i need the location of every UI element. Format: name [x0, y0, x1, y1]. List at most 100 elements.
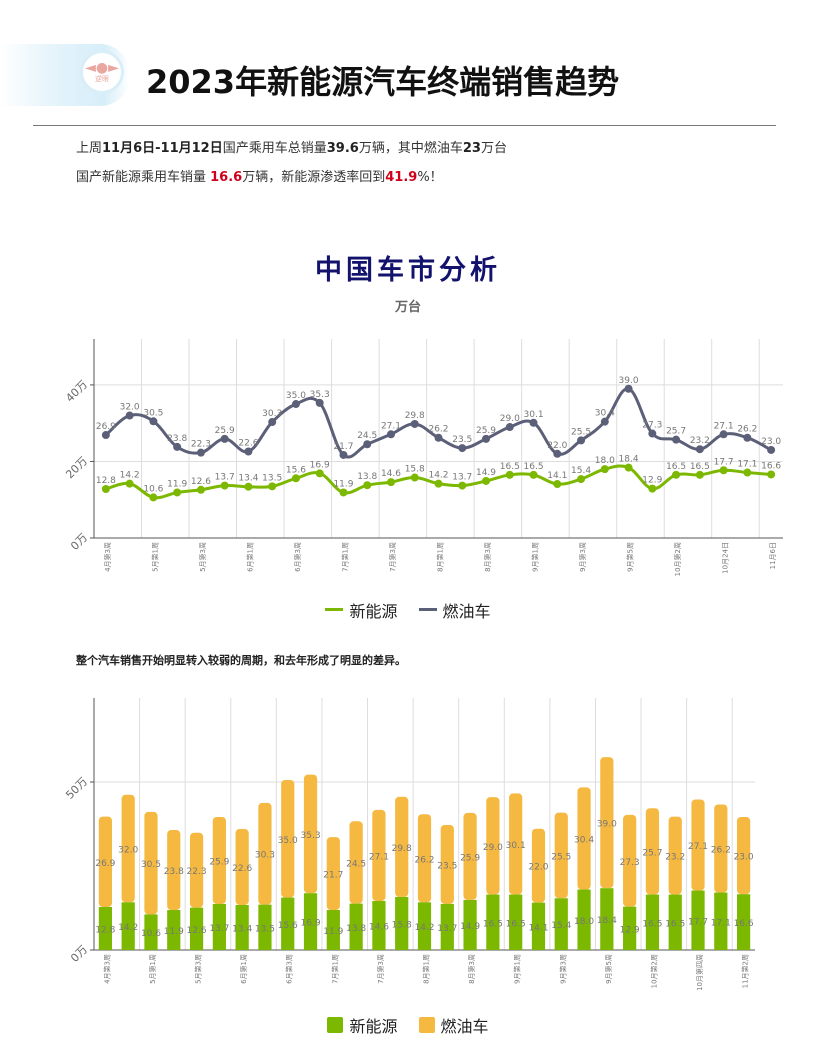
data-label-fuel: 29.0	[500, 414, 520, 424]
bar-segment-fuel	[121, 794, 135, 903]
bar-segment-ev	[303, 893, 318, 950]
legend-line-fuel	[418, 608, 437, 611]
chart-title: 中国车市分析	[315, 255, 501, 286]
legend-item-ev[interactable]: 新能源	[325, 598, 397, 622]
data-point-fuel	[101, 431, 110, 440]
x-tick-label: 10月24日	[722, 542, 730, 574]
bar-segment-fuel	[372, 809, 386, 901]
data-point-ev	[743, 468, 752, 477]
x-tick-label: 10月第四周	[695, 954, 704, 991]
data-point-ev	[719, 466, 728, 475]
x-tick-label: 8月第1周	[436, 542, 445, 572]
data-label-fuel: 35.3	[310, 390, 330, 400]
legend-item-ev-bar[interactable]: 新能源	[327, 1013, 397, 1037]
data-label-fuel: 39.0	[597, 820, 617, 830]
legend-item-fuel-bar[interactable]: 燃油车	[418, 1013, 489, 1037]
data-label-ev: 18.4	[597, 916, 617, 926]
data-label-ev: 15.4	[551, 921, 571, 931]
intro-fragment: 国产新能源乘用车销量	[76, 170, 211, 185]
data-point-fuel	[743, 433, 752, 442]
data-label-fuel: 24.5	[346, 859, 366, 869]
data-label-ev: 14.9	[476, 468, 496, 478]
bar-segment-fuel	[212, 816, 226, 904]
y-tick-label: 0万	[68, 943, 90, 965]
x-tick-label: 11月6日	[769, 542, 777, 569]
data-point-ev	[386, 478, 395, 487]
bar-segment-ev	[440, 903, 454, 950]
bar-segment-fuel	[691, 799, 705, 891]
data-label-ev: 14.1	[528, 923, 548, 933]
x-tick-label: 7月第3周	[388, 542, 397, 572]
data-point-ev	[577, 475, 586, 484]
data-label-ev: 13.7	[437, 924, 457, 934]
data-label-ev: 10.6	[143, 484, 163, 494]
data-label-ev: 16.5	[506, 919, 526, 929]
bar-segment-ev	[509, 894, 523, 950]
data-label-fuel: 35.3	[301, 831, 321, 841]
line-chart: 0万 20万 40万 4月第3周 5月第1周 5月第3周 6月第1周 6月第3周 7月第1周 7月…	[63, 339, 783, 576]
data-label-fuel: 39.0	[619, 376, 639, 386]
bar-segment-fuel	[235, 829, 249, 905]
bar-segment-fuel	[714, 804, 728, 893]
data-label-fuel: 27.3	[620, 858, 640, 868]
data-label-ev: 14.1	[547, 471, 567, 481]
data-label-ev: 17.7	[688, 917, 708, 927]
data-label-fuel: 26.2	[737, 425, 757, 435]
data-point-fuel	[505, 423, 514, 432]
data-label-ev: 14.2	[428, 471, 448, 481]
data-label-fuel: 26.2	[414, 855, 434, 865]
bar-segment-fuel	[144, 811, 158, 915]
x-tick-label: 5月第3周	[194, 954, 203, 984]
bar-segment-ev	[531, 902, 546, 950]
legend-label-ev-bar: 新能源	[349, 1017, 398, 1036]
data-label-ev: 12.8	[96, 476, 116, 486]
data-label-fuel: 32.0	[120, 403, 140, 413]
data-point-ev	[553, 480, 562, 489]
bar-segment-ev	[395, 896, 409, 950]
data-label-ev: 14.2	[120, 471, 140, 481]
data-point-ev	[196, 485, 205, 494]
data-label-fuel: 23.8	[167, 434, 187, 444]
data-label-ev: 13.4	[232, 924, 252, 934]
bar-segment-fuel	[645, 808, 660, 895]
data-label-fuel: 21.7	[333, 442, 353, 452]
data-label-ev: 13.7	[209, 924, 229, 934]
y-tick-label: 40万	[63, 378, 90, 405]
data-point-ev	[125, 479, 134, 488]
data-label-ev: 15.4	[571, 466, 591, 476]
data-label-fuel: 22.0	[528, 863, 548, 873]
data-point-ev	[529, 470, 538, 479]
data-label-fuel: 27.1	[381, 421, 401, 431]
x-tick-label: 7月第3周	[376, 954, 385, 984]
data-label-ev: 13.7	[215, 473, 235, 483]
data-label-fuel: 27.1	[714, 421, 734, 431]
x-tick-label: 5月第1周	[150, 542, 159, 572]
data-label-fuel: 30.5	[143, 408, 163, 418]
bar-segment-ev	[577, 889, 591, 950]
data-label-fuel: 25.5	[551, 852, 571, 862]
car-icon: ◄●►	[85, 59, 119, 76]
bar-segment-fuel	[167, 830, 181, 911]
legend-item-fuel[interactable]: 燃油车	[418, 598, 491, 622]
data-label-fuel: 26.9	[96, 422, 116, 432]
data-label-ev: 12.8	[95, 925, 115, 935]
data-point-fuel	[434, 433, 443, 442]
data-label-ev: 13.8	[357, 472, 377, 482]
bar-segment-ev	[121, 902, 135, 950]
bar-segment-ev	[691, 890, 705, 950]
data-point-fuel	[220, 434, 229, 443]
data-label-fuel: 30.4	[574, 835, 594, 845]
y-tick-label: 20万	[63, 454, 90, 481]
bar-segment-fuel	[531, 828, 546, 903]
data-label-ev: 18.4	[619, 455, 639, 465]
data-label-fuel: 29.8	[392, 844, 412, 854]
bar-segment-fuel	[98, 816, 113, 907]
bar-segment-ev	[326, 910, 340, 950]
data-point-fuel	[196, 448, 205, 457]
intro-fragment: 万辆，新能源渗透率回到	[242, 170, 386, 185]
data-label-ev: 14.6	[381, 469, 401, 479]
bar-segment-ev	[235, 904, 249, 950]
data-label-fuel: 23.5	[437, 861, 457, 871]
bar-segment-fuel	[736, 816, 751, 895]
data-point-fuel	[339, 450, 348, 459]
